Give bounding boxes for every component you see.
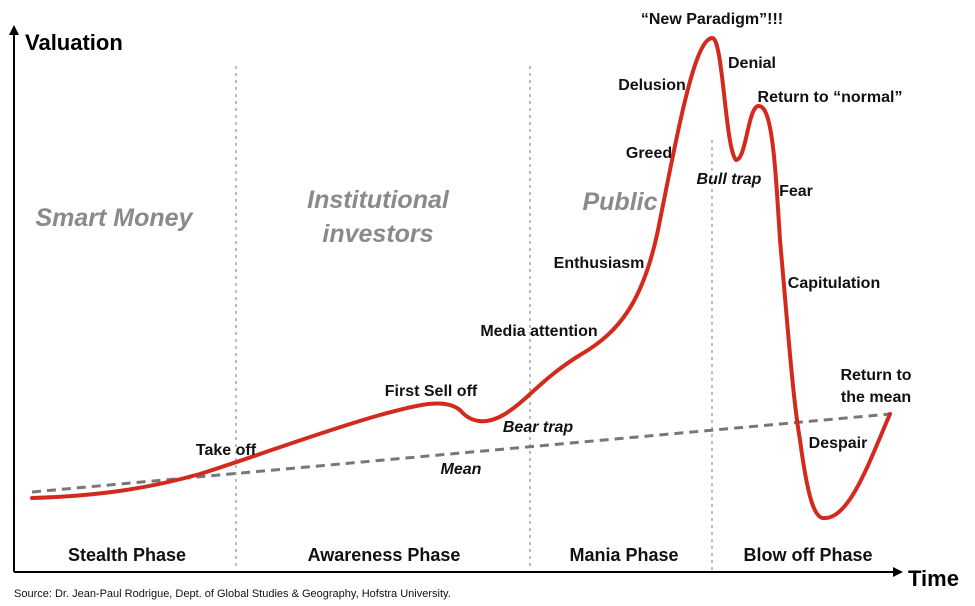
bubble-curve	[30, 35, 892, 521]
bull-trap-label: Bull trap	[697, 171, 762, 188]
mean-label: Mean	[441, 461, 482, 478]
bear-trap-label: Bear trap	[503, 419, 573, 436]
awareness-phase-label: Awareness Phase	[308, 545, 461, 565]
investors-label: investors	[322, 220, 433, 248]
return-to-normal-label: Return to “normal”	[758, 89, 903, 106]
fear-label: Fear	[779, 183, 813, 200]
public-label: Public	[582, 188, 657, 216]
source-note: Source: Dr. Jean-Paul Rodrigue, Dept. of…	[14, 588, 451, 600]
enthusiasm-label: Enthusiasm	[554, 255, 645, 272]
smart-money-label: Smart Money	[36, 204, 194, 232]
return-to-mean-label-line1: Return to	[840, 367, 911, 384]
mean-line	[31, 412, 891, 494]
institutional-label: Institutional	[307, 186, 450, 214]
greed-label: Greed	[626, 145, 672, 162]
stealth-phase-label: Stealth Phase	[68, 545, 186, 565]
new-paradigm-label: “New Paradigm”!!!	[641, 11, 783, 28]
despair-label: Despair	[809, 435, 868, 452]
take-off-label: Take off	[196, 442, 257, 459]
y-axis-title: Valuation	[25, 30, 123, 55]
mania-phase-label: Mania Phase	[569, 545, 678, 565]
first-sell-off-label: First Sell off	[385, 383, 478, 400]
capitulation-label: Capitulation	[788, 275, 880, 292]
blow-off-phase-label: Blow off Phase	[743, 545, 872, 565]
media-attention-label: Media attention	[480, 323, 597, 340]
delusion-label: Delusion	[618, 77, 686, 94]
denial-label: Denial	[728, 55, 776, 72]
return-to-mean-label-line2: the mean	[841, 389, 911, 406]
x-axis-title: Time	[908, 566, 959, 591]
